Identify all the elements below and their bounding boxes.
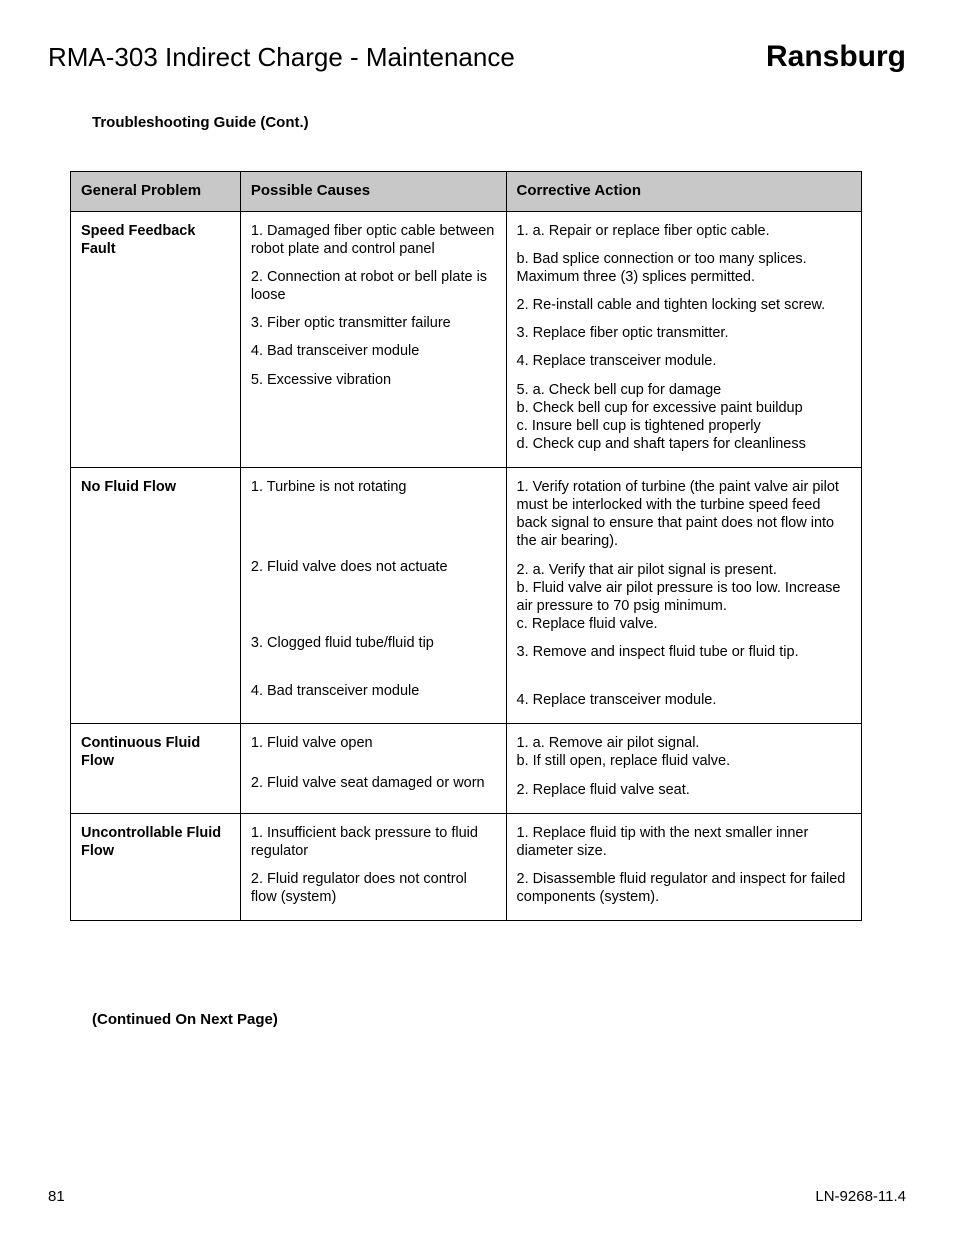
cell-causes: 1. Fluid valve open 2. Fluid valve seat …: [240, 724, 506, 813]
cause-item: 1. Fluid valve open: [251, 734, 496, 752]
col-header-problem: General Problem: [71, 172, 241, 212]
table-row: Continuous Fluid Flow 1. Fluid valve ope…: [71, 724, 862, 813]
table-row: No Fluid Flow 1. Turbine is not rotating…: [71, 468, 862, 724]
document-number: LN-9268-11.4: [815, 1188, 906, 1205]
cause-item: 5. Excessive vibration: [251, 371, 496, 389]
cell-problem: Continuous Fluid Flow: [71, 724, 241, 813]
cause-item: 2. Fluid valve does not actuate: [251, 558, 496, 576]
cause-item: 1. Insufficient back pressure to fluid r…: [251, 824, 496, 860]
cause-item: 2. Fluid regulator does not control flow…: [251, 870, 496, 906]
cell-causes: 1. Damaged fiber optic cable between rob…: [240, 211, 506, 467]
action-item: 1. a. Remove air pilot signal. b. If sti…: [517, 734, 851, 770]
cell-action: 1. a. Remove air pilot signal. b. If sti…: [506, 724, 861, 813]
page-header: RMA-303 Indirect Charge - Maintenance Ra…: [48, 40, 906, 74]
troubleshooting-table: General Problem Possible Causes Correcti…: [70, 171, 862, 921]
action-item: b. Bad splice connection or too many spl…: [517, 250, 851, 286]
cell-action: 1. a. Repair or replace fiber optic cabl…: [506, 211, 861, 467]
action-item: 2. Replace fluid valve seat.: [517, 781, 851, 799]
cause-item: 3. Fiber optic transmitter failure: [251, 314, 496, 332]
cell-problem: No Fluid Flow: [71, 468, 241, 724]
action-item: 2. a. Verify that air pilot signal is pr…: [517, 561, 851, 634]
cause-item: 2. Fluid valve seat damaged or worn: [251, 774, 496, 792]
table-header-row: General Problem Possible Causes Correcti…: [71, 172, 862, 212]
action-item: 1. Verify rotation of turbine (the paint…: [517, 478, 851, 551]
page-number: 81: [48, 1188, 65, 1205]
cell-problem: Speed Feedback Fault: [71, 211, 241, 467]
action-item: 5. a. Check bell cup for damage b. Check…: [517, 381, 851, 454]
cell-causes: 1. Turbine is not rotating 2. Fluid valv…: [240, 468, 506, 724]
cause-item: 1. Turbine is not rotating: [251, 478, 496, 496]
action-item: 2. Re-install cable and tighten locking …: [517, 296, 851, 314]
action-item: 1. a. Repair or replace fiber optic cabl…: [517, 222, 851, 240]
action-item: 2. Disassemble fluid regulator and inspe…: [517, 870, 851, 906]
cell-action: 1. Verify rotation of turbine (the paint…: [506, 468, 861, 724]
col-header-causes: Possible Causes: [240, 172, 506, 212]
action-item: 3. Remove and inspect fluid tube or flui…: [517, 643, 851, 661]
action-item: 3. Replace fiber optic transmitter.: [517, 324, 851, 342]
action-item: 4. Replace transceiver module.: [517, 691, 851, 709]
brand-name: Ransburg: [766, 40, 906, 74]
cause-item: 4. Bad transceiver module: [251, 682, 496, 700]
cause-item: 4. Bad transceiver module: [251, 342, 496, 360]
document-title: RMA-303 Indirect Charge - Maintenance: [48, 42, 515, 73]
cell-causes: 1. Insufficient back pressure to fluid r…: [240, 813, 506, 921]
page: RMA-303 Indirect Charge - Maintenance Ra…: [0, 0, 954, 1235]
cause-item: 2. Connection at robot or bell plate is …: [251, 268, 496, 304]
cell-problem: Uncontrollable Fluid Flow: [71, 813, 241, 921]
table-row: Speed Feedback Fault 1. Damaged fiber op…: [71, 211, 862, 467]
col-header-action: Corrective Action: [506, 172, 861, 212]
table-row: Uncontrollable Fluid Flow 1. Insufficien…: [71, 813, 862, 921]
section-title: Troubleshooting Guide (Cont.): [92, 114, 906, 131]
action-item: 4. Replace transceiver module.: [517, 352, 851, 370]
cause-item: 3. Clogged fluid tube/fluid tip: [251, 634, 496, 652]
cell-action: 1. Replace fluid tip with the next small…: [506, 813, 861, 921]
action-item: 1. Replace fluid tip with the next small…: [517, 824, 851, 860]
cause-item: 1. Damaged fiber optic cable between rob…: [251, 222, 496, 258]
continued-note: (Continued On Next Page): [92, 1011, 906, 1028]
page-footer: 81 LN-9268-11.4: [48, 1188, 906, 1205]
